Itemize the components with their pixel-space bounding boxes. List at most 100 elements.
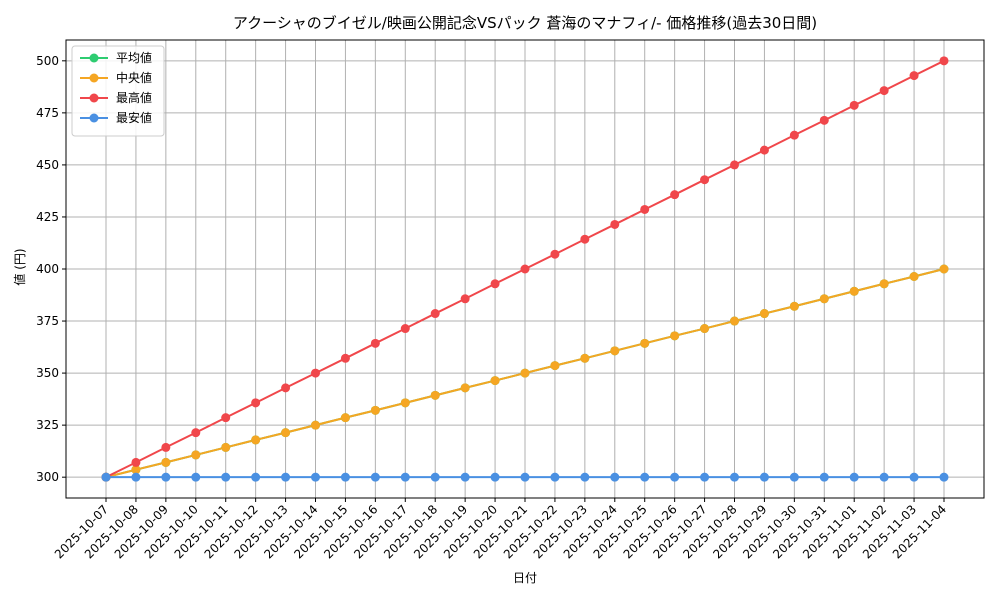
- data-point: [939, 472, 949, 482]
- data-point: [759, 309, 769, 319]
- data-point: [909, 71, 919, 81]
- data-point: [789, 130, 799, 140]
- chart-title: アクーシャのブイゼル/映画公開記念VSパック 蒼海のマナフィ/- 価格推移(過去…: [233, 14, 817, 32]
- data-point: [580, 234, 590, 244]
- x-axis-ticks: 2025-10-072025-10-082025-10-092025-10-10…: [52, 498, 949, 561]
- y-tick-label: 475: [36, 106, 59, 120]
- y-tick-label: 400: [36, 262, 59, 276]
- data-point: [340, 413, 350, 423]
- data-point: [460, 294, 470, 304]
- data-point: [759, 145, 769, 155]
- data-point: [311, 368, 320, 378]
- data-point: [340, 353, 350, 363]
- legend-marker: [89, 73, 99, 83]
- data-point: [281, 383, 291, 393]
- data-point: [730, 316, 739, 326]
- data-point: [221, 442, 231, 452]
- data-point: [909, 271, 919, 281]
- y-axis-ticks: 300 325 350 375 400 425 450 475 500: [36, 54, 66, 484]
- data-point: [460, 383, 470, 393]
- y-tick-label: 500: [36, 54, 59, 68]
- data-point: [879, 472, 889, 482]
- legend-box: [71, 45, 165, 137]
- data-point: [340, 472, 350, 482]
- data-point: [730, 160, 739, 170]
- data-point: [400, 472, 410, 482]
- legend-label: 平均値: [116, 50, 152, 65]
- y-tick-label: 375: [36, 314, 59, 328]
- data-point: [370, 338, 380, 348]
- data-point: [490, 376, 500, 386]
- data-point: [580, 353, 590, 363]
- data-point: [640, 338, 650, 348]
- y-tick-label: 350: [36, 366, 59, 380]
- data-point: [580, 472, 590, 482]
- data-point: [610, 346, 620, 356]
- series-points: [101, 56, 949, 482]
- data-point: [221, 472, 231, 482]
- legend-marker: [89, 113, 99, 123]
- legend-label: 中央値: [116, 70, 152, 85]
- data-point: [670, 472, 680, 482]
- data-point: [311, 472, 320, 482]
- data-point: [430, 472, 440, 482]
- data-point: [550, 361, 560, 371]
- data-point: [370, 472, 380, 482]
- data-point: [789, 472, 799, 482]
- legend-label: 最高値: [116, 90, 152, 105]
- y-tick-label: 325: [36, 418, 59, 432]
- data-point: [879, 279, 889, 289]
- data-point: [670, 190, 680, 200]
- data-point: [191, 472, 201, 482]
- legend-label: 最安値: [116, 110, 152, 125]
- data-point: [759, 472, 769, 482]
- data-point: [700, 472, 710, 482]
- grid-lines: [66, 40, 984, 498]
- data-point: [131, 472, 141, 482]
- data-point: [281, 428, 291, 438]
- data-point: [490, 279, 500, 289]
- data-point: [849, 472, 859, 482]
- data-point: [520, 264, 530, 274]
- data-point: [131, 457, 141, 467]
- data-point: [101, 472, 111, 482]
- data-point: [191, 428, 201, 438]
- data-point: [610, 219, 620, 229]
- data-point: [520, 368, 530, 378]
- data-point: [819, 472, 829, 482]
- data-point: [939, 56, 949, 66]
- data-point: [849, 100, 859, 110]
- y-tick-label: 300: [36, 470, 59, 484]
- data-point: [400, 398, 410, 408]
- data-point: [281, 472, 291, 482]
- data-point: [311, 420, 320, 430]
- data-point: [490, 472, 500, 482]
- legend-marker: [89, 53, 99, 63]
- data-point: [789, 301, 799, 311]
- y-tick-label: 425: [36, 210, 59, 224]
- data-point: [161, 442, 171, 452]
- data-point: [550, 249, 560, 259]
- data-point: [191, 450, 201, 460]
- data-point: [849, 286, 859, 296]
- data-point: [400, 324, 410, 334]
- data-point: [700, 324, 710, 334]
- data-point: [819, 294, 829, 304]
- data-point: [251, 398, 261, 408]
- data-point: [700, 175, 710, 185]
- data-point: [161, 457, 171, 467]
- data-point: [430, 309, 440, 319]
- data-point: [640, 204, 650, 214]
- data-point: [161, 472, 171, 482]
- data-point: [610, 472, 620, 482]
- y-axis-label: 値 (円): [12, 248, 27, 285]
- data-point: [370, 405, 380, 415]
- data-point: [131, 465, 141, 475]
- data-point: [730, 472, 739, 482]
- data-point: [251, 472, 261, 482]
- data-point: [221, 413, 231, 423]
- data-point: [939, 264, 949, 274]
